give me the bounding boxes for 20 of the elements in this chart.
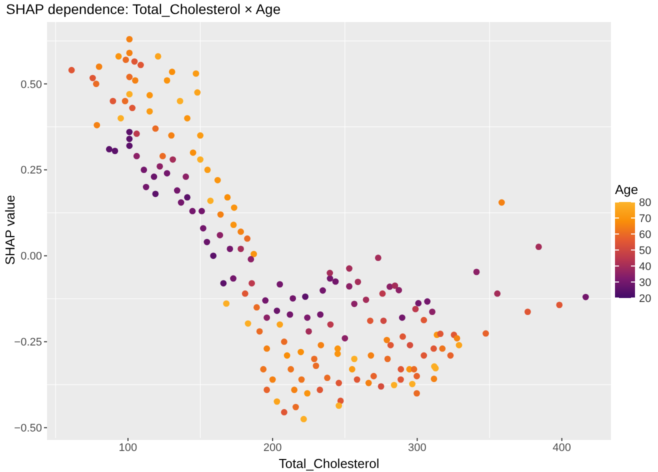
color-bar-title: Age — [615, 182, 638, 197]
color-bar-label: 80 — [639, 197, 652, 209]
y-tick-label: 0.50 — [20, 78, 42, 91]
color-bar-label: 40 — [639, 261, 652, 273]
x-tick-label: 400 — [552, 442, 572, 454]
chart-title: SHAP dependence: Total_Cholesterol × Age — [6, 1, 281, 17]
y-axis-title: SHAP value — [2, 195, 18, 265]
color-bar-label: 20 — [639, 293, 652, 305]
x-axis-title: Total_Cholesterol — [278, 456, 380, 471]
y-tick-label: −0.25 — [14, 336, 42, 349]
x-tick-label: 300 — [408, 442, 426, 454]
color-bar-label: 70 — [639, 213, 652, 225]
y-tick-label: −0.50 — [14, 422, 42, 435]
y-tick-label: 0.00 — [20, 250, 42, 263]
color-bar-label: 60 — [639, 229, 652, 241]
x-tick-label: 100 — [118, 442, 138, 454]
y-tick-label: 0.25 — [20, 164, 42, 177]
x-tick-label: 200 — [263, 442, 282, 454]
color-bar-label: 30 — [639, 277, 652, 289]
color-bar-label: 50 — [639, 245, 652, 257]
